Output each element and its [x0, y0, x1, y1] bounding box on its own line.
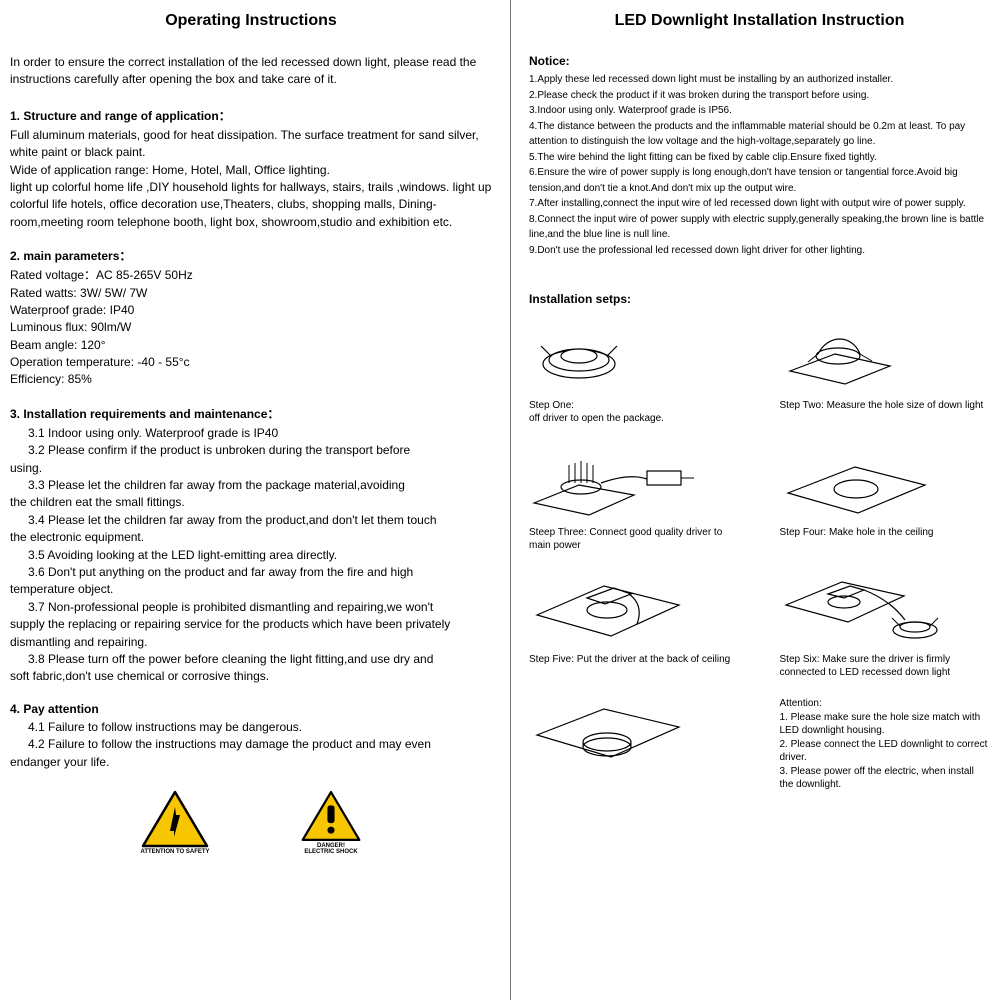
- s4-1: 4.1 Failure to follow instructions may b…: [10, 719, 492, 736]
- step-3-caption: Steep Three: Connect good quality driver…: [529, 527, 740, 552]
- s3-2b: using.: [10, 460, 492, 477]
- left-column: Operating Instructions In order to ensur…: [0, 0, 510, 1000]
- s3-2a: 3.2 Please confirm if the product is unb…: [10, 442, 492, 459]
- step-6-diagram: [780, 560, 950, 650]
- section-2-heading: 2. main parameters：: [10, 247, 492, 264]
- step-5-caption: Step Five: Put the driver at the back of…: [529, 654, 740, 667]
- step-1-diagram: [529, 316, 639, 396]
- s3-3a: 3.3 Please let the children far away fro…: [10, 477, 492, 494]
- step-6-caption: Step Six: Make sure the driver is firmly…: [780, 654, 991, 679]
- step-4-diagram: [780, 443, 930, 523]
- warning-danger-label2: ELECTRIC SHOCK: [304, 849, 357, 855]
- warning-safety-label: ATTENTION TO SAFETY: [140, 849, 209, 855]
- operating-title: Operating Instructions: [10, 12, 492, 30]
- right-column: LED Downlight Installation Instruction N…: [510, 0, 1000, 1000]
- intro-text: In order to ensure the correct installat…: [10, 54, 492, 89]
- section-2-body: Rated voltage：AC 85-265V 50Hz Rated watt…: [10, 267, 492, 389]
- s3-6b: temperature object.: [10, 581, 492, 598]
- s4-2b: endanger your life.: [10, 754, 492, 771]
- step-5-diagram: [529, 560, 689, 650]
- danger-triangle-icon: [300, 789, 362, 843]
- s3-5: 3.5 Avoiding looking at the LED light-em…: [10, 547, 492, 564]
- step-3: Steep Three: Connect good quality driver…: [529, 443, 740, 552]
- s3-3b: the children eat the small fittings.: [10, 494, 492, 511]
- section-1-body: Full aluminum materials, good for heat d…: [10, 127, 492, 231]
- step-6: Step Six: Make sure the driver is firmly…: [780, 570, 991, 679]
- section-3-heading: 3. Installation requirements and mainten…: [10, 405, 492, 422]
- warning-triangle-icon: [140, 789, 210, 849]
- step-1: Step One: off driver to open the package…: [529, 316, 740, 425]
- install-title: LED Downlight Installation Instruction: [529, 12, 990, 30]
- section-1-heading: 1. Structure and range of application：: [10, 107, 492, 124]
- s3-7b: supply the replacing or repairing servic…: [10, 616, 492, 651]
- section-4-heading: 4. Pay attention: [10, 702, 492, 716]
- s3-8a: 3.8 Please turn off the power before cle…: [10, 651, 492, 668]
- step-4: Step Four: Make hole in the ceiling: [780, 443, 991, 552]
- notice-body: 1.Apply these led recessed down light mu…: [529, 72, 990, 258]
- section-4-body: 4.1 Failure to follow instructions may b…: [10, 719, 492, 771]
- s3-1: 3.1 Indoor using only. Waterproof grade …: [10, 425, 492, 442]
- steps-grid: Step One: off driver to open the package…: [529, 316, 990, 792]
- step-7: [529, 697, 740, 792]
- section-3-body: 3.1 Indoor using only. Waterproof grade …: [10, 425, 492, 686]
- s3-8b: soft fabric,don't use chemical or corros…: [10, 668, 492, 685]
- warning-safety: ATTENTION TO SAFETY: [140, 789, 210, 855]
- step-5: Step Five: Put the driver at the back of…: [529, 570, 740, 679]
- step-2-diagram: [780, 316, 900, 396]
- step-2-caption: Step Two: Measure the hole size of down …: [780, 400, 991, 413]
- steps-heading: Installation setps:: [529, 292, 990, 306]
- s3-6a: 3.6 Don't put anything on the product an…: [10, 564, 492, 581]
- notice-heading: Notice:: [529, 54, 990, 68]
- step-1-caption: Step One: off driver to open the package…: [529, 400, 740, 425]
- s3-4a: 3.4 Please let the children far away fro…: [10, 512, 492, 529]
- s3-7a: 3.7 Non-professional people is prohibite…: [10, 599, 492, 616]
- step-4-caption: Step Four: Make hole in the ceiling: [780, 527, 991, 540]
- step-2: Step Two: Measure the hole size of down …: [780, 316, 991, 425]
- step-3-diagram: [529, 443, 699, 523]
- attention-block: Attention: 1. Please make sure the hole …: [780, 697, 991, 792]
- warning-danger: DANGER! ELECTRIC SHOCK: [300, 789, 362, 855]
- s4-2a: 4.2 Failure to follow the instructions m…: [10, 736, 492, 753]
- warning-row: ATTENTION TO SAFETY DANGER! ELECTRIC SHO…: [10, 789, 492, 855]
- attention-text: Attention: 1. Please make sure the hole …: [780, 697, 991, 792]
- s3-4b: the electronic equipment.: [10, 529, 492, 546]
- step-7-diagram: [529, 687, 689, 777]
